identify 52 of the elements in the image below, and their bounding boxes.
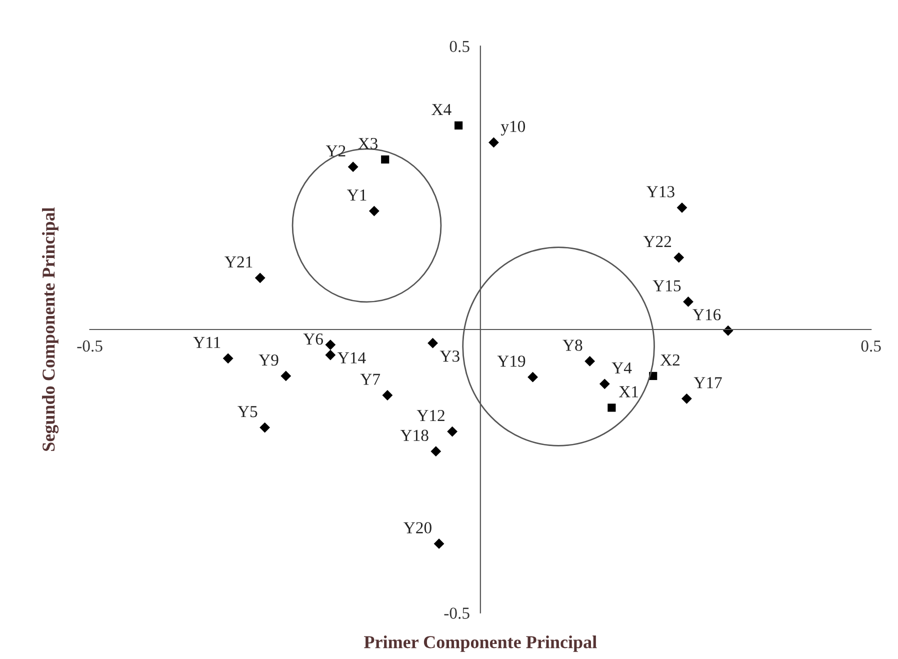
annotation: Y3 (440, 350, 460, 362)
point (434, 538, 444, 549)
point (608, 404, 616, 412)
annotation: Y14 (338, 352, 366, 364)
annotation: Y12 (416, 410, 444, 422)
point (260, 422, 270, 433)
annotation: Y5 (238, 406, 258, 418)
annotation: Y4 (612, 362, 632, 374)
annotation: Y22 (643, 236, 672, 248)
point (254, 272, 266, 284)
point (381, 155, 390, 164)
x-axis-title: Primer Componente Principal (364, 636, 597, 652)
annotation: X4 (432, 104, 452, 115)
point (674, 252, 684, 263)
point (325, 340, 336, 350)
annotation: Y9 (258, 354, 278, 366)
point (681, 393, 692, 404)
point (428, 338, 438, 348)
point (325, 350, 336, 360)
annotation: Y8 (562, 340, 582, 351)
annotation: X2 (660, 354, 680, 366)
point (454, 121, 463, 130)
point (447, 426, 458, 437)
point (676, 202, 688, 213)
point (368, 206, 380, 216)
annotation: Y11 (193, 336, 220, 348)
annotation: Y2 (326, 145, 346, 156)
annotation: Y18 (400, 430, 428, 442)
point (528, 372, 538, 382)
point (382, 390, 393, 400)
annotation: y10 (500, 120, 526, 136)
annotation: Y13 (646, 186, 674, 198)
annotation: Y20 (404, 522, 432, 534)
annotation: Y19 (497, 356, 526, 367)
point (430, 446, 442, 457)
annotation: Y15 (652, 280, 681, 292)
annotation: Y21 (224, 256, 252, 268)
point (584, 356, 596, 366)
point (348, 162, 358, 172)
annotation: Y17 (694, 377, 722, 388)
annotation: Y16 (692, 309, 721, 320)
point (280, 370, 292, 382)
point (222, 353, 234, 364)
point (599, 378, 610, 390)
point (488, 137, 499, 148)
annotation: Y1 (347, 190, 366, 201)
annotation: Y7 (360, 374, 380, 385)
point (683, 296, 694, 307)
y-axis-title: Segundo Componente Principal (42, 207, 59, 451)
annotation: X3 (358, 138, 378, 150)
annotation: X1 (618, 386, 638, 398)
annotation: Y6 (303, 333, 323, 345)
